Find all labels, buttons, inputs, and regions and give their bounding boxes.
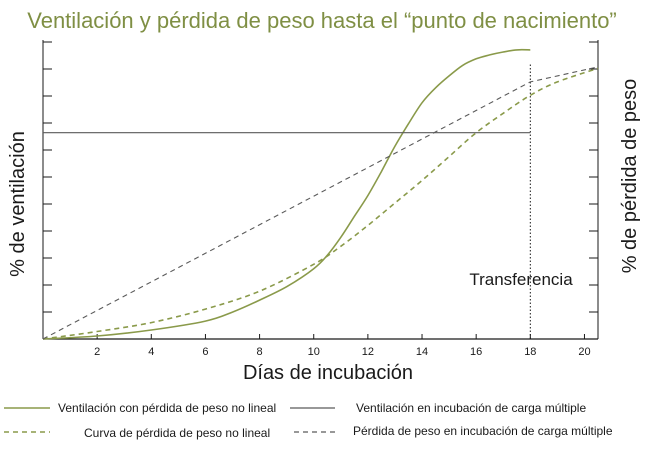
x-tick-label: 10: [308, 346, 320, 358]
right-axis-ticks: [589, 41, 598, 313]
left-axis-ticks: [43, 41, 52, 313]
legend-label-1: Ventilación con pérdida de peso no linea…: [58, 401, 276, 415]
x-axis-title: Días de incubación: [243, 362, 413, 384]
x-tick-label: 2: [94, 346, 100, 358]
transfer-annotation: Transferencia: [469, 270, 573, 289]
x-tick-label: 18: [524, 346, 536, 358]
legend: Ventilación con pérdida de peso no linea…: [4, 401, 613, 440]
plot-area: 2 4 6 8 10 12 14 16 18 20 Transferencia: [42, 40, 599, 358]
y-axis-title-right: % de pérdida de peso: [619, 79, 641, 274]
legend-item-1: Ventilación con pérdida de peso no linea…: [4, 401, 276, 415]
chart-title: Ventilación y pérdida de peso hasta el “…: [27, 8, 617, 33]
legend-label-3: Curva de pérdida de peso no lineal: [84, 426, 270, 440]
series-layer: [42, 48, 599, 340]
legend-item-4: Pérdida de peso en incubación de carga m…: [294, 424, 613, 438]
legend-label-2: Ventilación en incubación de carga múlti…: [356, 401, 586, 415]
legend-item-2: Ventilación en incubación de carga múlti…: [290, 401, 586, 415]
x-axis-ticks: 2 4 6 8 10 12 14 16 18 20: [94, 334, 591, 358]
series-line-4: [42, 66, 599, 340]
x-tick-label: 6: [202, 346, 208, 358]
series-line-1: [42, 48, 531, 340]
legend-item-3: Curva de pérdida de peso no lineal: [4, 426, 270, 440]
x-tick-label: 20: [578, 346, 590, 358]
x-tick-label: 14: [416, 346, 428, 358]
x-tick-label: 4: [148, 346, 154, 358]
series-line-3: [42, 67, 599, 340]
x-tick-label: 12: [362, 346, 374, 358]
legend-label-4: Pérdida de peso en incubación de carga m…: [353, 424, 613, 438]
x-tick-label: 8: [257, 346, 263, 358]
y-axis-title-left: % de ventilación: [7, 131, 29, 277]
x-tick-label: 16: [470, 346, 482, 358]
